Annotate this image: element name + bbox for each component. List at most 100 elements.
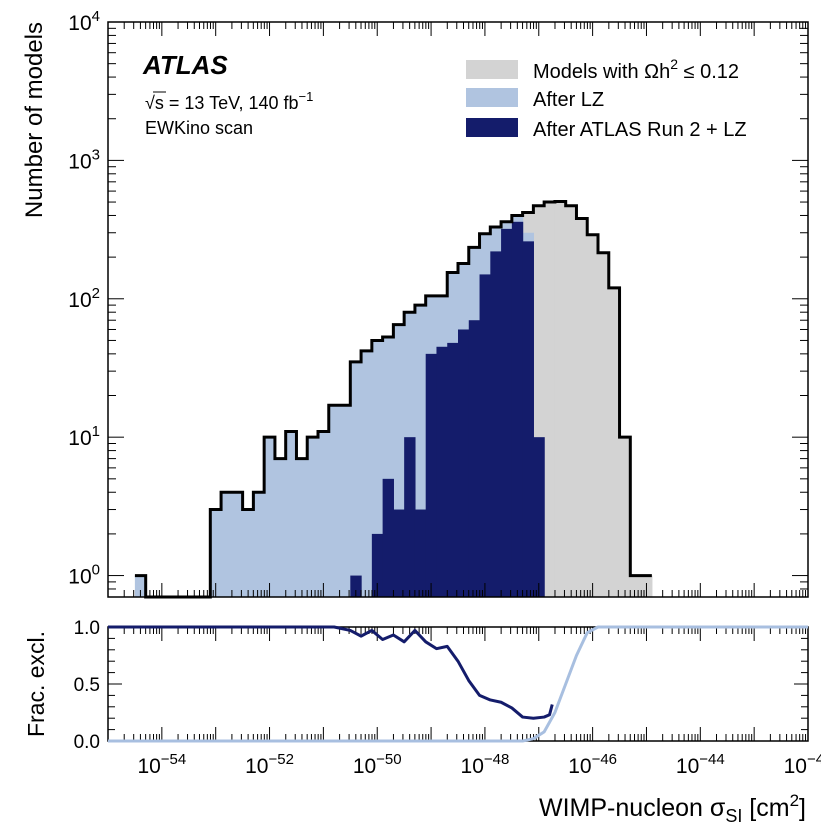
histogram-bar	[318, 431, 330, 597]
ratio-line-0	[108, 625, 808, 743]
y-tick-label-2: 102	[68, 285, 100, 312]
x-tick-label-4-exp: −46	[592, 751, 617, 768]
y-tick-label-0-base: 10	[68, 566, 91, 589]
legend-label-2-text: After ATLAS Run 2 + LZ	[533, 119, 747, 141]
histogram-bar	[533, 437, 545, 597]
histogram-bar	[382, 336, 394, 597]
x-axis-title-unit-end: ]	[799, 794, 806, 822]
x-axis-title-unit: [cm	[742, 794, 789, 822]
histogram-bar	[544, 202, 556, 597]
histogram-series-2	[350, 221, 545, 598]
y-tick-label-1-exp: 1	[92, 423, 100, 440]
histogram-bar	[565, 205, 578, 597]
x-tick-label-3-exp: −48	[484, 751, 509, 768]
histogram-bar	[479, 274, 491, 597]
histogram-bar	[576, 218, 588, 598]
x-tick-label-6-exp: −42	[807, 751, 821, 768]
histogram-bar	[264, 437, 276, 597]
histogram-bar	[339, 405, 351, 597]
y-tick-label-2-base: 10	[68, 289, 91, 312]
histogram-bar	[511, 221, 524, 598]
energy-label-main: √s = 13 TeV, 140 fb	[145, 93, 299, 113]
x-tick-label-1: 10−52	[245, 751, 294, 778]
y-tick-label-4-exp: 4	[92, 8, 100, 25]
x-tick-label-5-exp: −44	[699, 751, 724, 768]
x-tick-label-4: 10−46	[568, 751, 617, 778]
ratio-y-tick-label-2: 1.0	[74, 618, 100, 639]
legend-label-1: After LZ	[533, 89, 604, 111]
x-axis-title: WIMP-nucleon σSI [cm2]	[539, 791, 806, 826]
legend-swatch-0	[466, 60, 518, 79]
legend-label-1-text: After LZ	[533, 89, 604, 111]
x-axis-title-main: WIMP-nucleon σ	[539, 794, 726, 822]
histogram-bar	[425, 353, 438, 597]
experiment-label: ATLAS	[142, 50, 228, 80]
energy-label: √s = 13 TeV, 140 fb−1	[145, 89, 313, 113]
ratio-y-tick-label-1: 0.5	[74, 675, 100, 696]
y-tick-label-0-exp: 0	[92, 562, 100, 579]
histogram-bar	[501, 228, 513, 597]
ratio-line-1	[108, 625, 554, 720]
histogram-bar	[274, 458, 287, 597]
x-tick-label-3-base: 10	[461, 755, 484, 778]
y-tick-label-4: 104	[68, 8, 100, 35]
legend-label-0: Models with Ωh2 ≤ 0.12	[533, 56, 739, 83]
x-axis-title-sub: SI	[725, 806, 742, 826]
histogram-bar	[393, 324, 405, 597]
histogram-bar	[285, 431, 298, 597]
histogram-bar	[361, 350, 373, 597]
x-tick-label-3: 10−48	[461, 751, 510, 778]
x-tick-label-4-base: 10	[568, 755, 591, 778]
histogram-bar	[296, 458, 308, 597]
y-tick-label-3-base: 10	[68, 150, 91, 173]
histogram-bar	[210, 509, 222, 597]
legend-label-0-sup: 2	[670, 56, 678, 72]
y-axis-title: Number of models	[21, 22, 48, 218]
x-tick-label-0-base: 10	[137, 755, 160, 778]
x-tick-label-5: 10−44	[676, 751, 725, 778]
x-tick-label-1-exp: −52	[268, 751, 293, 768]
histogram-bar	[447, 342, 459, 597]
x-tick-label-6-base: 10	[784, 755, 807, 778]
y-tick-label-3: 103	[68, 146, 100, 173]
histogram-bar	[630, 575, 642, 597]
histogram-bar	[221, 492, 233, 597]
x-tick-label-2: 10−50	[353, 751, 402, 778]
y-tick-label-0: 100	[68, 562, 100, 589]
legend-label-0-suffix: ≤ 0.12	[678, 61, 739, 83]
histogram-bar	[242, 509, 254, 597]
x-tick-label-2-exp: −50	[376, 751, 401, 768]
x-tick-label-2-base: 10	[353, 755, 376, 778]
histogram-bar	[619, 437, 631, 597]
x-axis-title-unit-sup: 2	[790, 791, 799, 810]
histogram-bar	[598, 252, 610, 597]
y-tick-label-4-base: 10	[68, 12, 91, 35]
y-tick-label-2-exp: 2	[92, 285, 100, 302]
histogram-bar	[393, 509, 405, 597]
histogram-bar	[554, 201, 567, 597]
histogram-bar	[253, 492, 265, 597]
y-tick-label-1: 101	[68, 423, 100, 450]
legend-label-2: After ATLAS Run 2 + LZ	[533, 119, 747, 141]
legend-label-0-text: Models with Ωh	[533, 61, 670, 83]
histogram-bar	[436, 346, 448, 597]
y-tick-label-3-exp: 3	[92, 146, 100, 163]
energy-label-sup: −1	[299, 89, 314, 104]
histogram-bar	[608, 287, 621, 597]
scan-label: EWKino scan	[145, 118, 253, 138]
histogram-bar	[468, 320, 481, 597]
legend-swatch-1	[466, 88, 518, 107]
y-ticks-ratio	[108, 626, 808, 742]
histogram-bar	[231, 492, 244, 597]
histogram-bar	[350, 361, 362, 597]
x-ticks	[107, 22, 809, 741]
histogram-bar	[307, 437, 319, 597]
ratio-y-axis-title: Frac. excl.	[23, 631, 49, 737]
histogram-bar	[414, 305, 427, 597]
histogram-outline	[134, 199, 652, 599]
y-tick-label-1-base: 10	[68, 427, 91, 450]
x-tick-label-0: 10−54	[137, 751, 186, 778]
histogram-bar	[587, 234, 599, 597]
x-tick-label-5-base: 10	[676, 755, 699, 778]
